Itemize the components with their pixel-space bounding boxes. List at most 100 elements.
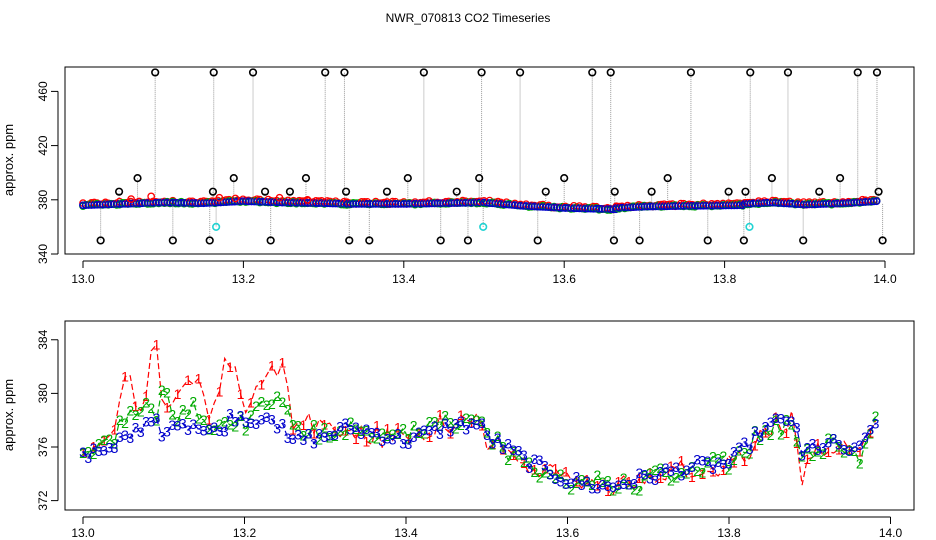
bottom-series-3-marker: 3 bbox=[447, 424, 455, 440]
bottom-series-2-marker: 2 bbox=[263, 397, 271, 413]
bottom-series-3-marker: 3 bbox=[646, 470, 654, 486]
bottom-series-1-marker: 1 bbox=[258, 376, 266, 392]
bottom-series-3-marker: 3 bbox=[494, 430, 502, 446]
bottom-series-3-marker: 3 bbox=[147, 414, 155, 430]
bottom-series-2-marker: 2 bbox=[399, 420, 407, 436]
top-baseline-point-blue bbox=[188, 199, 197, 207]
top-flag-marker bbox=[686, 68, 696, 77]
top-x-tick-label: 13.8 bbox=[713, 272, 737, 286]
bottom-y-tick-label: 376 bbox=[36, 437, 50, 457]
bottom-series-1-marker: 1 bbox=[803, 451, 811, 467]
bottom-series-3-marker: 3 bbox=[830, 430, 838, 446]
bottom-series-1-marker: 1 bbox=[373, 417, 381, 433]
bottom-series-3-line bbox=[82, 411, 877, 490]
bottom-series-2-marker: 2 bbox=[242, 423, 250, 439]
bottom-series-1-marker: 1 bbox=[530, 461, 538, 477]
bottom-series-3-marker: 3 bbox=[604, 478, 612, 494]
bottom-series-2-marker: 2 bbox=[221, 413, 229, 429]
bottom-series-3-marker: 3 bbox=[121, 427, 129, 443]
bottom-series-3-marker: 3 bbox=[95, 443, 103, 459]
bottom-series-3-marker: 3 bbox=[168, 417, 176, 433]
top-flag-marker bbox=[403, 174, 412, 183]
bottom-series-2-marker: 2 bbox=[515, 446, 523, 462]
bottom-series-3-marker: 3 bbox=[751, 423, 759, 439]
bottom-series-2-marker: 2 bbox=[693, 463, 701, 479]
bottom-series-2-marker: 2 bbox=[872, 408, 880, 424]
bottom-series-3-marker: 3 bbox=[368, 424, 376, 440]
bottom-series-3-marker: 3 bbox=[394, 426, 402, 442]
bottom-series-3-marker: 3 bbox=[814, 442, 822, 458]
bottom-series-3-marker: 3 bbox=[725, 455, 733, 471]
bottom-series-2-marker: 2 bbox=[105, 431, 113, 447]
bottom-series-2-marker: 2 bbox=[473, 412, 481, 428]
top-flag-marker bbox=[285, 187, 295, 196]
bottom-series-3-marker: 3 bbox=[373, 425, 381, 441]
bottom-series-2-marker: 2 bbox=[625, 477, 633, 493]
bottom-series-2-marker: 2 bbox=[777, 427, 785, 443]
top-special-marker bbox=[745, 222, 754, 231]
bottom-series-3-marker: 3 bbox=[289, 431, 297, 447]
bottom-series-2-marker: 2 bbox=[809, 448, 817, 464]
bottom-series-2-marker: 2 bbox=[819, 446, 827, 462]
bottom-series-3-marker: 3 bbox=[588, 480, 596, 496]
top-flag-marker bbox=[301, 174, 311, 183]
bottom-series-2-marker: 2 bbox=[457, 417, 465, 433]
bottom-series-2-marker: 2 bbox=[520, 454, 528, 470]
bottom-series-2-marker: 2 bbox=[572, 475, 580, 491]
bottom-series-2-marker: 2 bbox=[599, 474, 607, 490]
top-flag-marker bbox=[151, 68, 160, 77]
bottom-series-3-marker: 3 bbox=[105, 440, 113, 456]
top-flag-marker bbox=[321, 68, 330, 77]
bottom-series-2-marker: 2 bbox=[116, 412, 124, 428]
bottom-series-2-marker: 2 bbox=[431, 414, 439, 430]
bottom-series-2-marker: 2 bbox=[772, 412, 780, 428]
bottom-series-3-marker: 3 bbox=[688, 459, 696, 475]
bottom-series-1-marker: 1 bbox=[394, 419, 402, 435]
bottom-series-3-marker: 3 bbox=[515, 443, 523, 459]
bottom-series-2-marker: 2 bbox=[578, 472, 586, 488]
bottom-series-3-marker: 3 bbox=[441, 415, 449, 431]
top-flag-marker bbox=[606, 68, 615, 77]
bottom-series-1-marker: 1 bbox=[111, 421, 119, 437]
top-panel-y-axis-label: approx. ppm bbox=[1, 124, 16, 196]
bottom-series-2-marker: 2 bbox=[226, 417, 234, 433]
bottom-series-2-marker: 2 bbox=[258, 394, 266, 410]
top-flag-marker bbox=[168, 236, 177, 245]
bottom-series-2-marker: 2 bbox=[709, 448, 717, 464]
bottom-series-2-marker: 2 bbox=[719, 448, 727, 464]
top-baseline-point-blue bbox=[561, 204, 570, 212]
bottom-series-1-marker: 1 bbox=[719, 462, 727, 478]
bottom-series-3-marker: 3 bbox=[656, 463, 664, 479]
top-flag-marker bbox=[878, 236, 887, 245]
bottom-series-2-marker: 2 bbox=[100, 432, 108, 448]
bottom-series-1-marker: 1 bbox=[866, 425, 874, 441]
bottom-series-1-marker: 1 bbox=[363, 433, 371, 449]
bottom-series-3-marker: 3 bbox=[163, 424, 171, 440]
bottom-series-2-marker: 2 bbox=[363, 423, 371, 439]
bottom-series-2-marker: 2 bbox=[368, 429, 376, 445]
bottom-series-2-marker: 2 bbox=[499, 438, 507, 454]
top-baseline-point-blue bbox=[331, 199, 340, 208]
bottom-series-2-marker: 2 bbox=[342, 427, 350, 443]
bottom-series-2-marker: 2 bbox=[698, 464, 706, 480]
bottom-series-2-marker: 2 bbox=[247, 407, 255, 423]
bottom-series-3-marker: 3 bbox=[651, 472, 659, 488]
bottom-series-3-marker: 3 bbox=[525, 460, 533, 476]
bottom-series-3-marker: 3 bbox=[593, 480, 601, 496]
top-flag-marker bbox=[872, 68, 882, 77]
bottom-series-2-marker: 2 bbox=[468, 411, 476, 427]
top-baseline-point-blue bbox=[581, 204, 589, 213]
bottom-series-3-marker: 3 bbox=[294, 426, 302, 442]
bottom-series-3-marker: 3 bbox=[84, 450, 92, 466]
bottom-series-1-marker: 1 bbox=[656, 470, 664, 486]
bottom-series-2-marker: 2 bbox=[740, 444, 748, 460]
top-x-tick-label: 13.0 bbox=[71, 272, 95, 286]
top-baseline-point-red bbox=[303, 195, 312, 204]
bottom-series-1-marker: 1 bbox=[310, 425, 318, 441]
bottom-series-3-marker: 3 bbox=[824, 434, 832, 450]
bottom-x-tick-label: 14.0 bbox=[879, 526, 903, 540]
bottom-series-3-marker: 3 bbox=[462, 421, 470, 437]
bottom-series-1-marker: 1 bbox=[226, 359, 234, 375]
bottom-series-3-marker: 3 bbox=[489, 435, 497, 451]
